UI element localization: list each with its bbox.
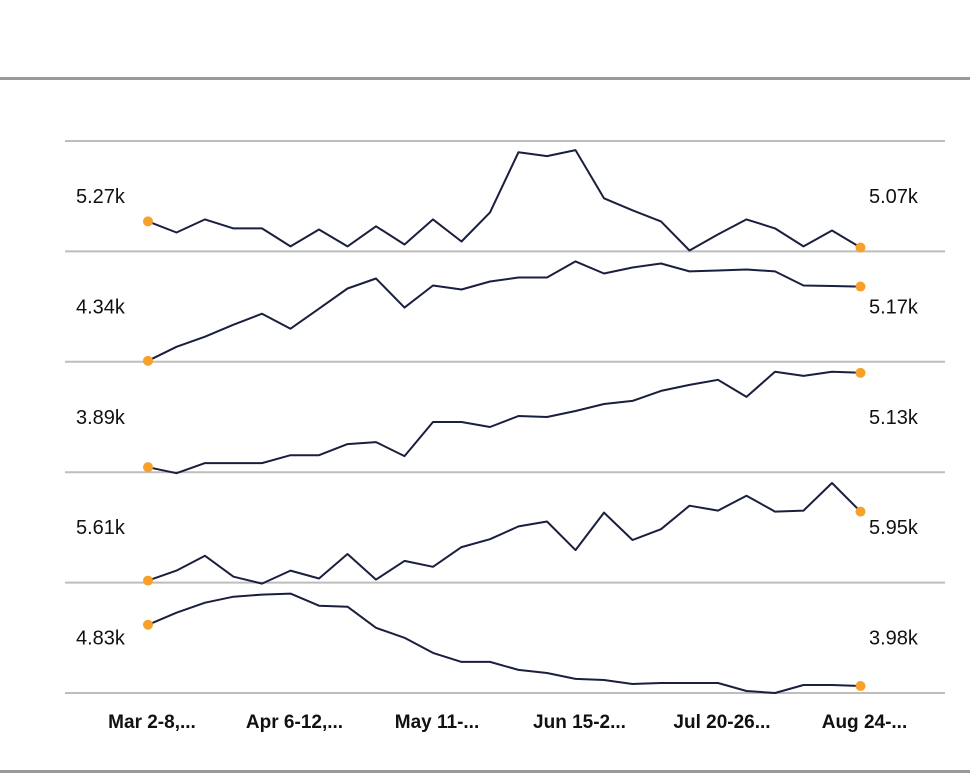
last-value-label: 3.98k <box>869 628 919 650</box>
top-divider <box>0 77 970 80</box>
first-point-marker <box>143 575 153 586</box>
first-value-label: 5.61k <box>76 517 126 539</box>
last-point-marker <box>855 681 866 692</box>
x-tick-label: Jun 15-2... <box>533 712 626 733</box>
last-point-marker <box>855 281 866 292</box>
last-value-label: 5.95k <box>869 517 919 539</box>
bottom-divider <box>0 770 970 773</box>
x-tick-label: Apr 6-12,... <box>246 712 343 733</box>
series-line-5 <box>147 592 861 694</box>
series-line-1 <box>147 149 862 252</box>
first-point-marker <box>143 619 153 630</box>
last-point-marker <box>855 242 866 253</box>
x-tick-label: Aug 24-... <box>822 712 908 733</box>
first-value-label: 5.27k <box>76 186 126 208</box>
last-point-marker <box>855 367 866 378</box>
x-tick-label: Mar 2-8,... <box>108 712 196 733</box>
first-point-marker <box>143 355 153 366</box>
first-value-label: 4.83k <box>76 628 126 650</box>
first-point-marker <box>143 216 153 227</box>
series-line-2 <box>147 260 861 362</box>
last-value-label: 5.13k <box>869 407 919 429</box>
series-line-3 <box>147 370 861 475</box>
first-point-marker <box>143 462 153 473</box>
x-tick-label: Jul 20-26... <box>673 712 770 733</box>
last-value-label: 5.17k <box>869 296 919 318</box>
last-point-marker <box>855 506 866 517</box>
first-value-label: 4.34k <box>76 296 126 318</box>
series-line-4 <box>147 482 862 585</box>
last-value-label: 5.07k <box>869 186 919 208</box>
x-tick-label: May 11-... <box>395 712 480 733</box>
first-value-label: 3.89k <box>76 407 126 429</box>
